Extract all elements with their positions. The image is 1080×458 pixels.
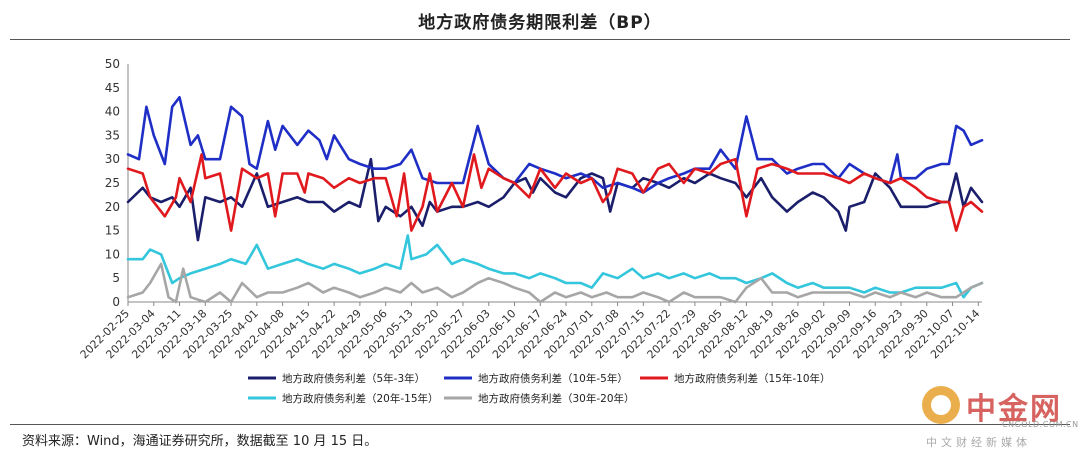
legend-label-1: 地方政府债务利差（5年-3年） xyxy=(282,372,425,385)
legend: 地方政府债务利差（5年-3年） 地方政府债务利差（10年-5年） 地方政府债务利差（… xyxy=(248,372,831,405)
watermark-name: 中金网 xyxy=(966,392,1062,427)
legend-label-4: 地方政府债务利差（20年-15年） xyxy=(282,392,439,405)
line-chart: 0 5 10 15 20 25 30 35 40 45 50 2022-02-252022-03-0… xyxy=(78,57,984,405)
y-tick-label: 15 xyxy=(105,224,120,238)
y-tick-label: 35 xyxy=(105,128,120,142)
y-tick-label: 25 xyxy=(105,176,120,190)
series-line-4 xyxy=(126,234,984,299)
series-lines xyxy=(126,96,984,304)
y-tick-label: 30 xyxy=(105,152,120,166)
series-line-1 xyxy=(126,157,984,242)
x-axis: 2022-02-252022-03-042022-03-112022-03-18… xyxy=(78,301,982,361)
y-axis: 0 5 10 15 20 25 30 35 40 45 50 xyxy=(105,57,129,309)
legend-label-2: 地方政府债务利差（10年-5年） xyxy=(478,372,628,385)
watermark-subtitle: 中文财经新媒体 xyxy=(926,436,1031,449)
top-divider xyxy=(10,39,1070,40)
chart-title: 地方政府债务期限利差（BP） xyxy=(418,13,662,33)
y-tick-label: 20 xyxy=(105,200,120,214)
legend-label-5: 地方政府债务利差（30年-20年） xyxy=(478,392,635,405)
y-tick-label: 50 xyxy=(105,57,120,71)
watermark: 中金网 CNGOLD.COM.CN 中文财经新媒体 xyxy=(922,384,1078,452)
watermark-logo-icon xyxy=(922,386,960,424)
series-line-2 xyxy=(126,96,984,194)
bottom-divider xyxy=(10,424,1070,425)
series-line-5 xyxy=(126,262,984,304)
legend-label-3: 地方政府债务利差（15年-10年） xyxy=(674,372,831,385)
y-tick-label: 10 xyxy=(105,247,120,261)
watermark-url: CNGOLD.COM.CN xyxy=(1002,420,1079,429)
y-tick-label: 40 xyxy=(105,105,120,119)
series-line-3 xyxy=(126,153,984,232)
y-tick-label: 45 xyxy=(105,81,120,95)
y-tick-label: 0 xyxy=(112,295,120,309)
y-tick-label: 5 xyxy=(112,271,120,285)
source-note: 资料来源：Wind，海通证券研究所，数据截至 10 月 15 日。 xyxy=(22,434,378,449)
